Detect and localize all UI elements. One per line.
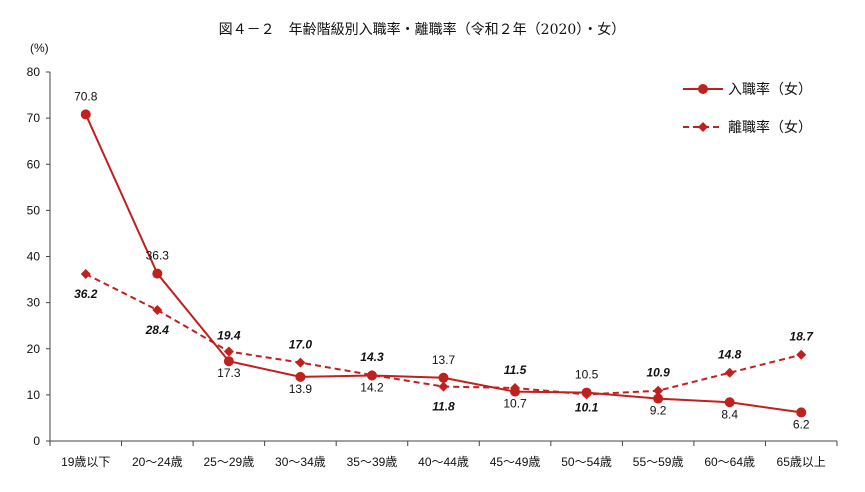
data-point: [152, 305, 163, 316]
data-label: 18.7: [790, 330, 815, 344]
data-label: 11.5: [504, 363, 527, 377]
data-label: 70.8: [74, 89, 98, 103]
data-point: [581, 389, 592, 400]
data-point: [510, 382, 521, 393]
legend-marker: [698, 84, 708, 94]
data-label: 9.2: [650, 404, 667, 418]
data-point: [653, 385, 664, 396]
data-point: [653, 393, 664, 404]
data-label: 14.3: [360, 350, 384, 364]
data-label: 10.9: [646, 366, 670, 380]
data-point: [366, 370, 377, 381]
x-tick-label: 65歳以上: [777, 455, 826, 469]
legend-marker: [698, 122, 708, 132]
data-label: 14.2: [360, 381, 384, 395]
y-tick-label: 80: [27, 65, 41, 79]
x-tick-label: 55～59歳: [633, 455, 684, 469]
y-tick-label: 10: [27, 388, 41, 402]
data-label: 36.2: [74, 287, 98, 301]
data-point: [223, 346, 234, 357]
data-point: [438, 372, 449, 383]
data-label: 6.2: [793, 417, 810, 431]
y-tick-label: 20: [27, 342, 41, 356]
data-label: 13.7: [432, 353, 456, 367]
x-tick-label: 35～39歳: [347, 455, 398, 469]
y-axis-label: (%): [30, 41, 49, 55]
data-point: [80, 109, 91, 120]
data-point: [796, 349, 807, 360]
data-label: 36.3: [146, 249, 170, 263]
data-point: [80, 269, 91, 280]
data-point: [796, 407, 807, 418]
data-point: [438, 381, 449, 392]
y-tick-label: 40: [27, 250, 41, 264]
data-label: 10.1: [575, 400, 599, 414]
data-label: 11.8: [432, 400, 455, 414]
data-label: 8.4: [721, 407, 738, 421]
data-label: 17.3: [217, 366, 241, 380]
legend-label: 入職率（女）: [728, 81, 812, 98]
data-point: [295, 371, 306, 382]
y-tick-label: 70: [27, 111, 41, 125]
x-tick-label: 30～34歳: [275, 455, 326, 469]
data-label: 10.7: [503, 397, 527, 411]
legend-label: 離職率（女）: [728, 119, 812, 136]
x-tick-label: 60～64歳: [704, 455, 755, 469]
data-point: [223, 356, 234, 367]
x-tick-label: 50～54歳: [561, 455, 612, 469]
x-tick-label: 25～29歳: [204, 455, 255, 469]
y-tick-label: 60: [27, 157, 41, 171]
data-point: [724, 367, 735, 378]
y-tick-label: 50: [27, 203, 41, 217]
x-tick-label: 40～44歳: [418, 455, 469, 469]
chart-title: 図４－２ 年齢階級別入職率・離職率（令和２年（2020）・女）: [219, 21, 626, 38]
data-label: 28.4: [145, 323, 170, 337]
x-tick-label: 19歳以下: [61, 455, 110, 469]
data-label: 10.5: [575, 368, 599, 382]
data-point: [724, 397, 735, 408]
data-label: 17.0: [289, 338, 313, 352]
data-label: 13.9: [289, 382, 313, 396]
data-label: 14.8: [718, 348, 742, 362]
data-label: 19.4: [217, 329, 241, 343]
series-line-1: [84, 114, 802, 414]
x-tick-label: 45～49歳: [490, 455, 541, 469]
x-tick-label: 20～24歳: [132, 455, 183, 469]
y-tick-label: 30: [27, 296, 41, 310]
data-point: [295, 357, 306, 368]
y-tick-label: 0: [33, 434, 40, 448]
data-point: [152, 268, 163, 279]
